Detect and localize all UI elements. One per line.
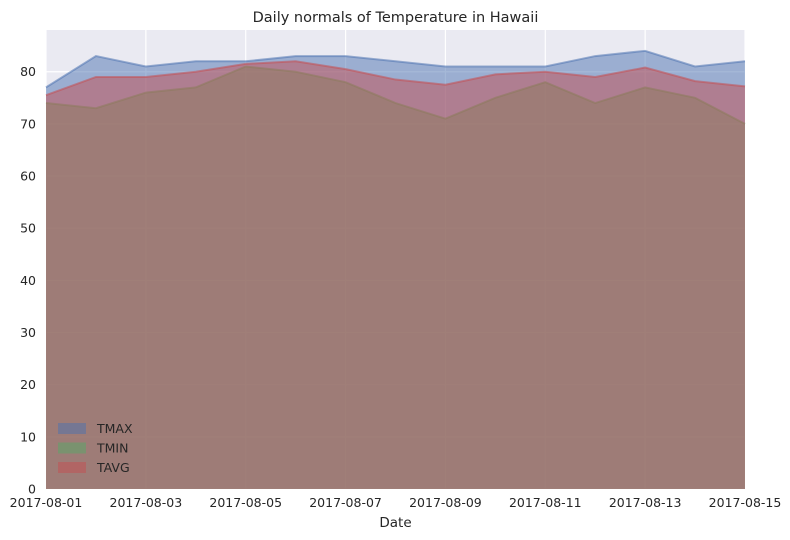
legend-swatch-tmax bbox=[58, 423, 86, 434]
y-tick-label: 40 bbox=[20, 273, 36, 288]
x-tick-label: 2017-08-11 bbox=[509, 495, 582, 510]
x-tick-label: 2017-08-05 bbox=[209, 495, 282, 510]
x-tick-label: 2017-08-03 bbox=[110, 495, 183, 510]
area-tavg bbox=[46, 61, 745, 490]
x-tick-label: 2017-08-07 bbox=[309, 495, 382, 510]
y-tick-label: 20 bbox=[20, 377, 36, 392]
line-tmax bbox=[45, 49, 746, 89]
y-tick-label: 10 bbox=[20, 429, 36, 444]
legend-label-tmin: TMIN bbox=[96, 441, 128, 456]
chart-title: Daily normals of Temperature in Hawaii bbox=[253, 10, 539, 26]
y-tick-label: 50 bbox=[20, 221, 36, 236]
x-tick-label: 2017-08-15 bbox=[709, 495, 782, 510]
legend-label-tmax: TMAX bbox=[96, 421, 133, 436]
y-tick-label: 0 bbox=[28, 482, 36, 497]
x-tick-labels: 2017-08-01 2017-08-03 2017-08-05 2017-08-07… bbox=[10, 495, 782, 510]
legend-label-tavg: TAVG bbox=[96, 460, 130, 475]
legend: TMAX TMIN TAVG bbox=[58, 421, 133, 475]
x-tick-label: 2017-08-09 bbox=[409, 495, 482, 510]
y-tick-label: 60 bbox=[20, 169, 36, 184]
y-tick-label: 30 bbox=[20, 325, 36, 340]
line-tavg bbox=[45, 60, 746, 97]
y-tick-label: 80 bbox=[20, 64, 36, 79]
areas bbox=[45, 49, 746, 490]
x-tick-label: 2017-08-01 bbox=[10, 495, 83, 510]
y-tick-labels: 0 10 20 30 40 50 60 70 80 bbox=[20, 64, 36, 496]
x-tick-label: 2017-08-13 bbox=[609, 495, 682, 510]
legend-swatch-tmin bbox=[58, 442, 86, 454]
legend-swatch-tavg bbox=[58, 462, 86, 473]
y-tick-label: 70 bbox=[20, 116, 36, 131]
x-axis-label: Date bbox=[379, 515, 411, 531]
